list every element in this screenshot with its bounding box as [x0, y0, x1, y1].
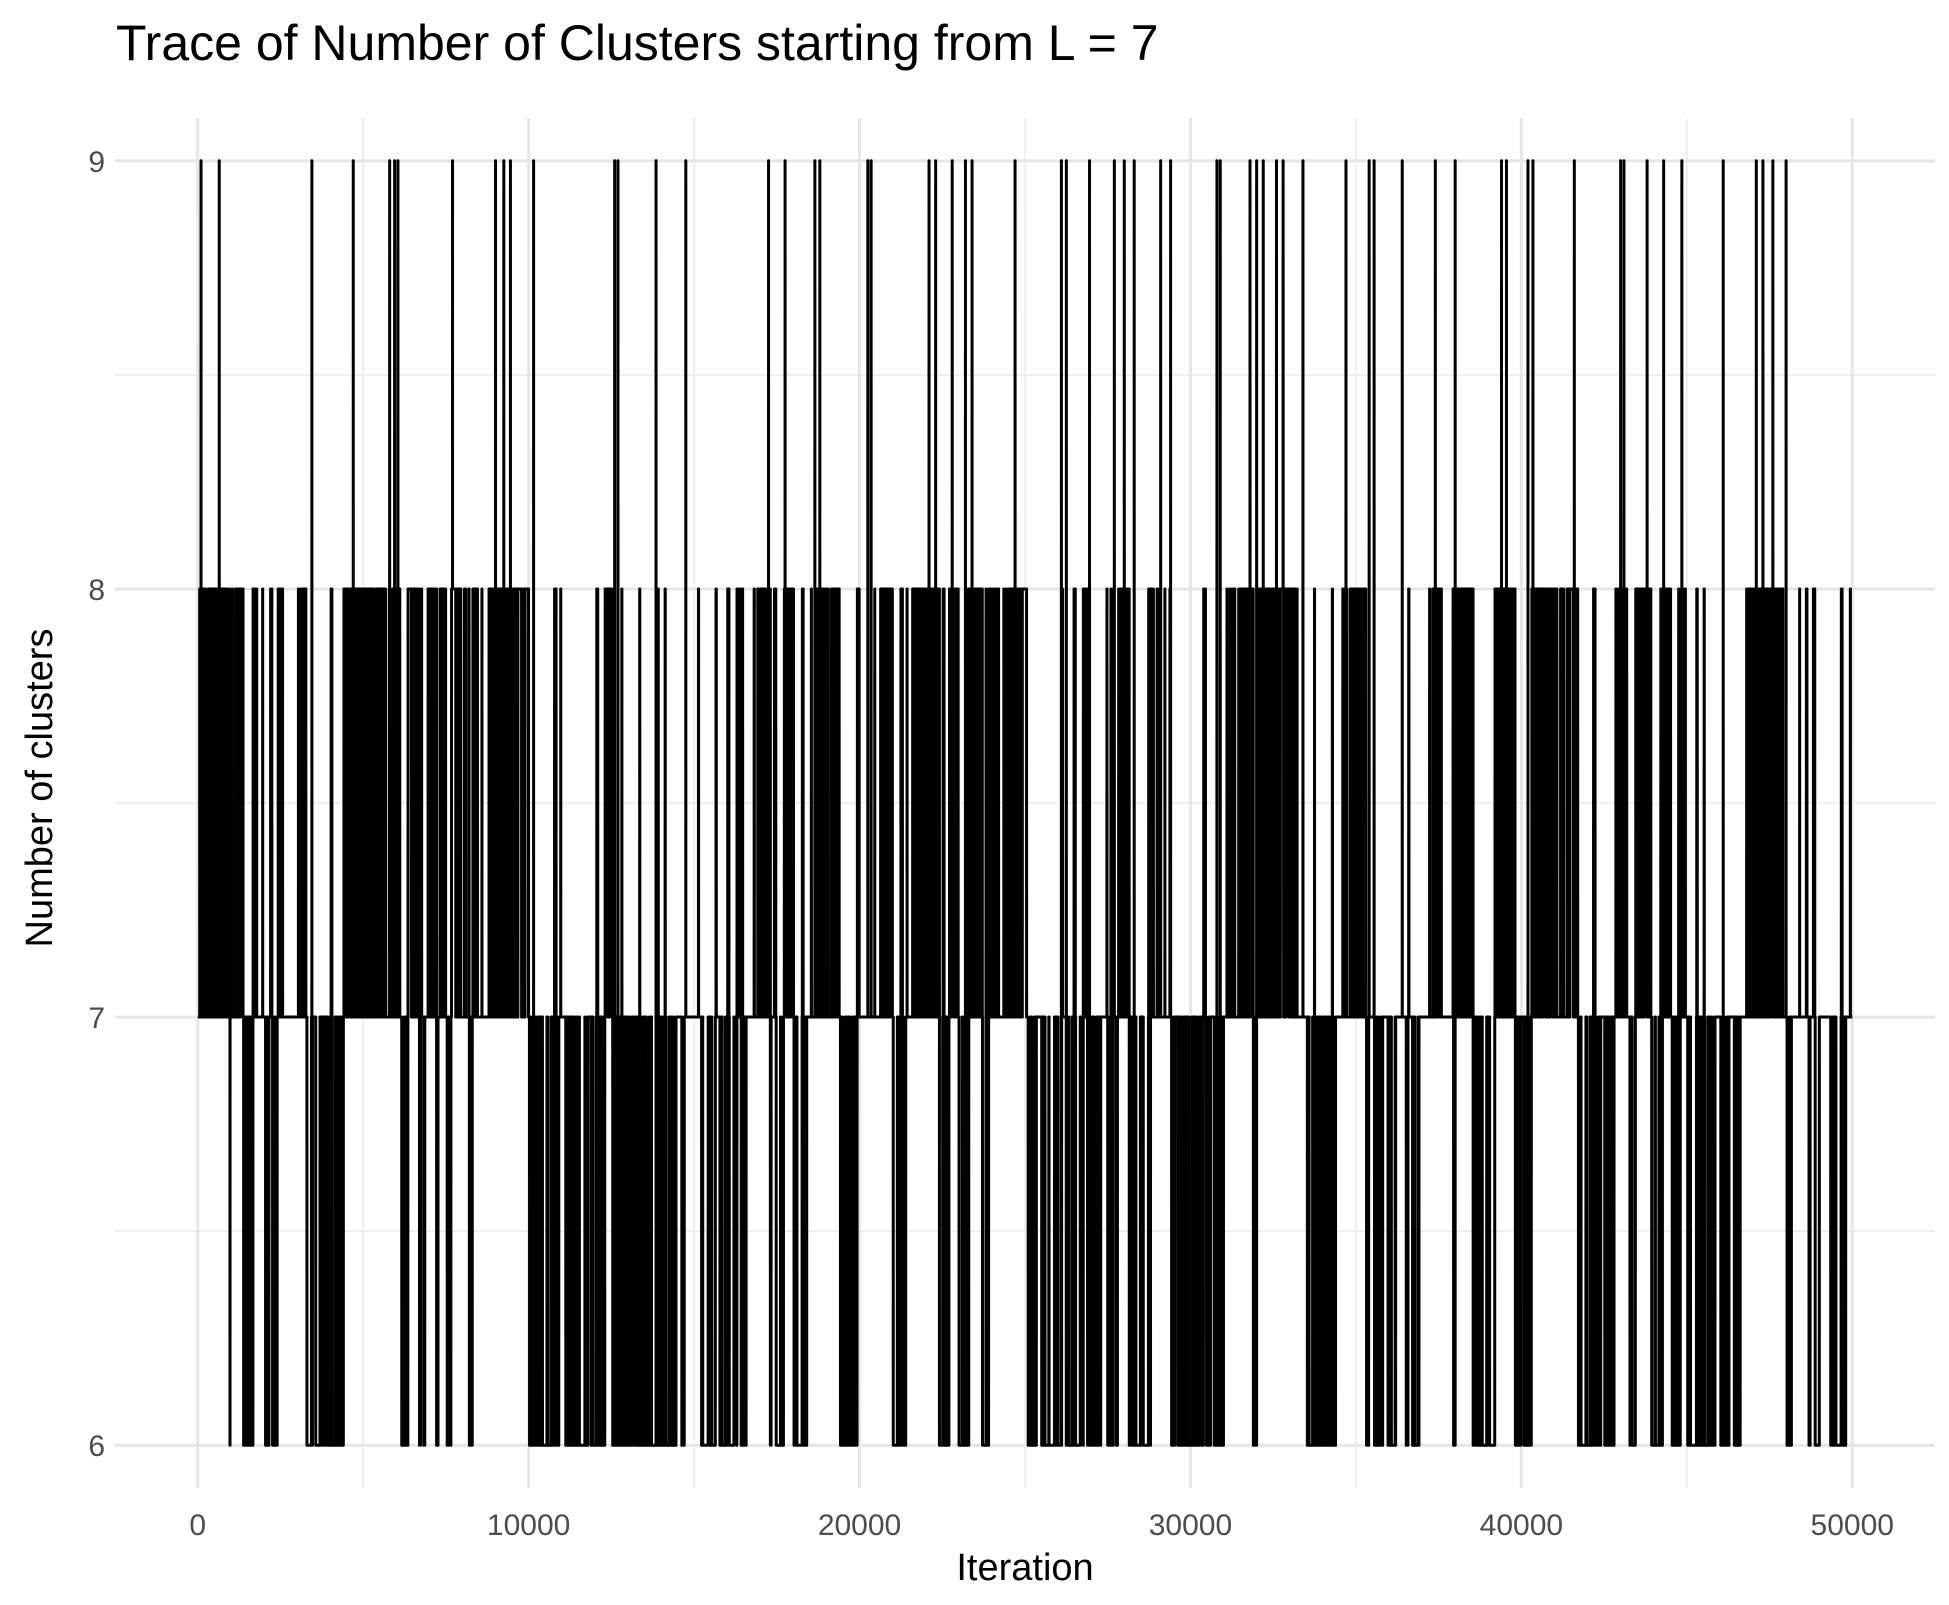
trace-line-segment — [692, 159, 779, 1447]
y-tick-label: 7 — [88, 1002, 105, 1035]
x-tick-label: 20000 — [818, 1509, 901, 1542]
y-tick-label: 8 — [88, 574, 105, 607]
trace-line-segment — [609, 159, 696, 1447]
y-tick-label: 6 — [88, 1430, 105, 1463]
trace-line-segment — [361, 159, 448, 1447]
trace-line-segment — [1519, 159, 1606, 1447]
chart-title: Trace of Number of Clusters starting fro… — [116, 15, 1159, 71]
y-axis-tick-labels: 6 7 8 9 — [88, 146, 105, 1463]
trace-line-segment — [1685, 159, 1772, 1447]
trace-series — [196, 159, 1854, 1447]
trace-line-segment — [279, 159, 365, 1447]
x-axis-tick-labels: 0 10000 20000 30000 40000 50000 — [189, 1509, 1894, 1542]
x-tick-label: 30000 — [1149, 1509, 1232, 1542]
trace-line-segment — [1437, 159, 1523, 1447]
trace-line-segment — [1106, 159, 1192, 1447]
trace-line-segment — [858, 159, 944, 1447]
trace-line-segment — [444, 159, 531, 1447]
trace-line-segment — [775, 159, 862, 1447]
trace-line-segment — [1768, 159, 1854, 1447]
x-tick-label: 10000 — [487, 1509, 570, 1542]
y-tick-label: 9 — [88, 146, 105, 179]
trace-line-segment — [1023, 159, 1110, 1447]
trace-line-segment — [527, 159, 613, 1447]
trace-line-segment — [1602, 159, 1689, 1447]
y-axis-title: Number of clusters — [19, 629, 61, 948]
x-tick-label: 50000 — [1811, 1509, 1894, 1542]
trace-line-segment — [1354, 159, 1441, 1447]
trace-line-segment — [196, 159, 282, 1447]
trace-line-segment — [1271, 159, 1358, 1447]
x-axis-title: Iteration — [956, 1547, 1093, 1589]
x-tick-label: 40000 — [1480, 1509, 1563, 1542]
trace-line-segment — [940, 159, 1027, 1447]
trace-line-segment — [1189, 159, 1275, 1447]
x-tick-label: 0 — [189, 1509, 206, 1542]
